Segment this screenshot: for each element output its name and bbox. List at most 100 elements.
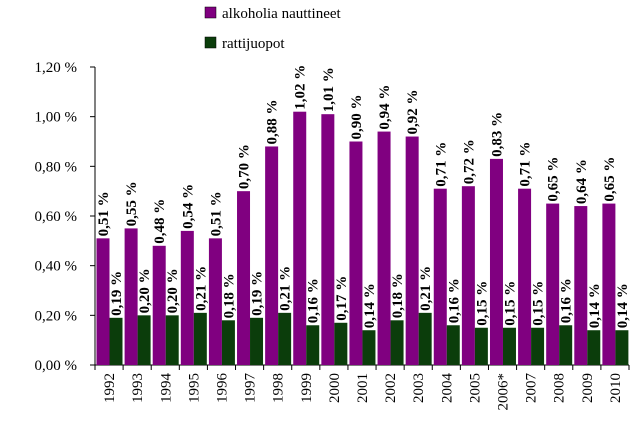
x-tick-label: 1998	[271, 373, 287, 403]
bar	[587, 330, 601, 365]
x-tick-label: 1996	[214, 373, 230, 404]
value-label: 0,20 %	[165, 268, 181, 313]
value-label: 0,17 %	[334, 276, 350, 321]
value-label: 0,55 %	[124, 181, 140, 226]
value-label: 0,15 %	[474, 281, 490, 326]
bar	[165, 315, 179, 365]
x-tick-label: 2008	[552, 373, 568, 403]
value-label: 0,16 %	[559, 278, 575, 323]
value-label: 0,64 %	[574, 159, 590, 204]
bar	[518, 188, 532, 365]
bar	[602, 203, 616, 365]
value-label: 0,70 %	[237, 144, 253, 189]
x-tick-label: 1999	[299, 373, 315, 403]
value-label: 0,21 %	[418, 266, 434, 311]
x-tick-label: 2005	[467, 373, 483, 403]
value-label: 1,01 %	[321, 67, 337, 112]
value-label: 0,18 %	[390, 273, 406, 318]
x-tick-label: 1997	[243, 373, 259, 404]
x-tick-label: 2002	[383, 373, 399, 403]
bar	[237, 191, 251, 365]
bar	[265, 146, 279, 365]
value-label: 0,65 %	[546, 157, 562, 202]
x-tick-label: 1993	[130, 373, 146, 403]
bar	[137, 315, 151, 365]
bar	[208, 238, 222, 365]
legend-label: alkoholia nauttineet	[222, 6, 342, 22]
bar	[446, 325, 460, 365]
bar	[221, 320, 235, 365]
x-tick-label: 2004	[439, 373, 455, 404]
x-tick-label: 1994	[158, 373, 174, 404]
y-tick-label: 0,00 %	[35, 358, 78, 374]
y-tick-label: 0,80 %	[35, 159, 78, 175]
y-tick-label: 0,60 %	[35, 209, 78, 225]
legend-swatch	[204, 6, 217, 19]
value-label: 0,14 %	[615, 283, 631, 328]
bar	[559, 325, 573, 365]
x-tick-label: 1995	[186, 373, 202, 403]
value-label: 0,16 %	[306, 278, 322, 323]
bar	[278, 312, 292, 365]
value-label: 0,19 %	[109, 271, 125, 316]
legend-label: rattijuopot	[222, 36, 285, 52]
bar	[474, 327, 488, 365]
value-label: 0,71 %	[518, 142, 534, 187]
value-label: 0,21 %	[193, 266, 209, 311]
x-tick-label: 2010	[608, 373, 624, 403]
bar	[293, 111, 307, 365]
value-label: 0,65 %	[602, 157, 618, 202]
bar	[250, 317, 264, 365]
bar	[546, 203, 560, 365]
value-label: 0,71 %	[433, 142, 449, 187]
value-label: 0,83 %	[489, 112, 505, 157]
value-label: 0,14 %	[587, 283, 603, 328]
value-label: 0,18 %	[221, 273, 237, 318]
bar	[152, 245, 166, 365]
bar	[180, 230, 194, 365]
value-label: 0,15 %	[502, 281, 518, 326]
y-tick-label: 1,00 %	[35, 110, 78, 126]
value-label: 0,48 %	[152, 199, 168, 244]
bar	[306, 325, 320, 365]
bar	[531, 327, 545, 365]
y-tick-label: 0,20 %	[35, 308, 78, 324]
bar	[405, 136, 419, 365]
value-label: 0,88 %	[265, 99, 281, 144]
x-tick-label: 2001	[355, 373, 371, 403]
bar	[124, 228, 138, 365]
bar	[362, 330, 376, 365]
bar	[489, 158, 503, 365]
bar	[574, 206, 588, 365]
bar	[433, 188, 447, 365]
x-tick-label: 2000	[327, 373, 343, 403]
value-label: 0,90 %	[349, 95, 365, 140]
value-label: 0,92 %	[405, 90, 421, 135]
x-tick-label: 1992	[102, 373, 118, 403]
bar	[615, 330, 629, 365]
x-tick-label: 2006*	[496, 373, 512, 411]
x-tick-label: 2009	[580, 373, 596, 403]
bar	[193, 312, 207, 365]
x-tick-label: 2007	[524, 373, 540, 404]
legend-swatch	[204, 36, 217, 49]
value-label: 1,02 %	[293, 65, 309, 110]
value-label: 0,72 %	[461, 139, 477, 184]
x-tick-label: 2003	[411, 373, 427, 403]
bar	[96, 238, 110, 365]
value-label: 0,15 %	[531, 281, 547, 326]
value-label: 0,94 %	[377, 85, 393, 130]
bar	[461, 186, 475, 365]
value-label: 0,16 %	[446, 278, 462, 323]
value-label: 0,51 %	[208, 191, 224, 236]
bar	[390, 320, 404, 365]
y-tick-label: 0,40 %	[35, 259, 78, 275]
value-label: 0,20 %	[137, 268, 153, 313]
bar	[502, 327, 516, 365]
value-label: 0,14 %	[362, 283, 378, 328]
value-label: 0,51 %	[96, 191, 112, 236]
bar	[334, 322, 348, 365]
bar	[349, 141, 363, 365]
y-tick-label: 1,20 %	[35, 60, 78, 76]
value-label: 0,54 %	[180, 184, 196, 229]
